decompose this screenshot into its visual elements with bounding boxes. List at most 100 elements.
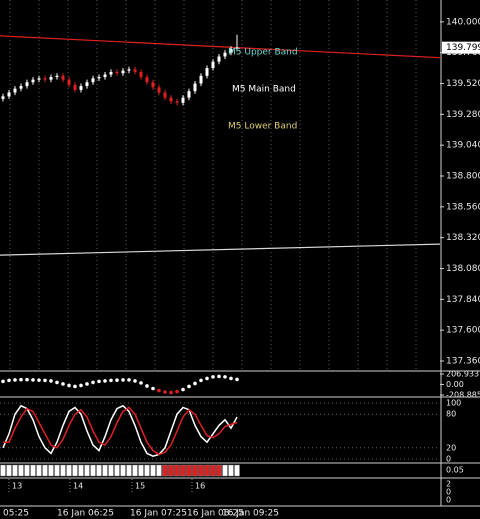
signal-cell bbox=[48, 464, 54, 477]
signal-cell bbox=[180, 464, 186, 477]
candle-body bbox=[109, 71, 113, 75]
y-tick-label: 138.800 bbox=[446, 172, 480, 182]
y-tick-label: 206.9331 bbox=[446, 370, 480, 379]
x-tick-label: 16 Jan 09:25 bbox=[222, 509, 279, 519]
stoch-line bbox=[3, 406, 238, 456]
signal-cell bbox=[90, 464, 96, 477]
signal-cell bbox=[210, 464, 216, 477]
candle-body bbox=[91, 78, 95, 83]
signal-cell bbox=[30, 464, 36, 477]
candle-body bbox=[151, 82, 155, 88]
y-tick-label: 138.560 bbox=[446, 202, 480, 212]
y-tick-label: 0.00 bbox=[446, 380, 464, 389]
candle-body bbox=[127, 69, 131, 71]
cci-dot bbox=[163, 390, 167, 394]
candle-body bbox=[85, 82, 89, 87]
cci-dot bbox=[217, 374, 221, 379]
cci-dot bbox=[55, 380, 59, 385]
candle-body bbox=[61, 75, 65, 80]
day-label: 15 bbox=[135, 482, 145, 491]
cci-dot bbox=[97, 379, 101, 384]
candle-body bbox=[205, 68, 209, 76]
candle-body bbox=[193, 83, 197, 92]
candle-body bbox=[1, 96, 5, 99]
signal-cell bbox=[66, 464, 72, 477]
cci-dot bbox=[187, 384, 191, 389]
x-tick-label: 16 Jan 08:25 bbox=[187, 509, 244, 519]
candle-body bbox=[133, 69, 137, 72]
y-tick-label: 2 bbox=[446, 480, 451, 489]
signal-cell bbox=[108, 464, 114, 477]
signal-cell bbox=[126, 464, 132, 477]
y-tick-label: 139.040 bbox=[446, 141, 480, 151]
candle-body bbox=[67, 79, 71, 85]
candle-body bbox=[37, 78, 41, 80]
candle-body bbox=[49, 77, 53, 80]
cci-dot bbox=[1, 379, 5, 384]
y-tick-label: 0.05 bbox=[446, 466, 464, 475]
trend-line bbox=[0, 243, 441, 256]
y-tick-label: 0 bbox=[446, 455, 451, 464]
signal-cell bbox=[216, 464, 222, 477]
candle-body bbox=[217, 56, 221, 62]
price-box bbox=[442, 41, 480, 54]
cci-dot bbox=[85, 382, 89, 386]
price-label: 139.799 bbox=[446, 43, 480, 53]
signal-cell bbox=[162, 464, 168, 477]
cci-dot bbox=[235, 377, 239, 382]
candle-body bbox=[169, 97, 173, 102]
cci-dot bbox=[145, 384, 149, 388]
signal-cell bbox=[132, 464, 138, 477]
cci-dot bbox=[211, 375, 215, 379]
cci-dot bbox=[115, 378, 119, 382]
stoch-line bbox=[2, 404, 238, 457]
signal-cell bbox=[222, 464, 228, 477]
signal-cell bbox=[6, 464, 12, 477]
cci-dot bbox=[133, 379, 137, 383]
cci-dot bbox=[7, 378, 11, 383]
x-tick-label: 16 Jan 06:25 bbox=[57, 509, 114, 519]
y-tick-label: 137.600 bbox=[446, 326, 480, 336]
candle-body bbox=[25, 82, 29, 87]
signal-cell bbox=[150, 464, 156, 477]
candle-body bbox=[157, 87, 161, 93]
signal-cell bbox=[54, 464, 60, 477]
signal-cell bbox=[114, 464, 120, 477]
signal-cell bbox=[60, 464, 66, 477]
y-tick-label: 137.360 bbox=[446, 357, 480, 367]
signal-cell bbox=[192, 464, 198, 477]
cci-dot bbox=[175, 389, 179, 394]
cci-dot bbox=[157, 388, 161, 393]
signal-cell bbox=[144, 464, 150, 477]
signal-cell bbox=[120, 464, 126, 477]
y-tick-label: 80 bbox=[446, 410, 456, 419]
candle-body bbox=[31, 79, 35, 83]
cci-dot bbox=[193, 381, 197, 386]
candle-body bbox=[145, 77, 149, 83]
candle-body bbox=[223, 52, 227, 57]
signal-cell bbox=[96, 464, 102, 477]
y-tick-label: 138.080 bbox=[446, 264, 480, 274]
cci-dot bbox=[79, 383, 83, 388]
candle-body bbox=[115, 71, 119, 74]
cci-dot bbox=[181, 387, 185, 392]
candle-body bbox=[211, 61, 215, 69]
x-tick-label: 16 Jan 05:25 bbox=[0, 509, 29, 519]
cci-dot bbox=[25, 377, 29, 382]
cci-dot bbox=[49, 379, 53, 383]
candle-body bbox=[235, 47, 239, 49]
candle-body bbox=[19, 86, 23, 89]
candle-body bbox=[13, 88, 17, 93]
signal-cell bbox=[186, 464, 192, 477]
signal-cell bbox=[24, 464, 30, 477]
y-tick-label: 0 bbox=[446, 488, 451, 497]
signal-cell bbox=[78, 464, 84, 477]
y-tick-label: 0 bbox=[446, 496, 451, 505]
cci-dot bbox=[223, 375, 227, 379]
band-label: M5 Upper Band bbox=[228, 48, 298, 58]
cci-dot bbox=[103, 379, 107, 383]
y-tick-label: 139.280 bbox=[446, 110, 480, 120]
x-tick-label: 16 Jan 07:25 bbox=[130, 509, 187, 519]
